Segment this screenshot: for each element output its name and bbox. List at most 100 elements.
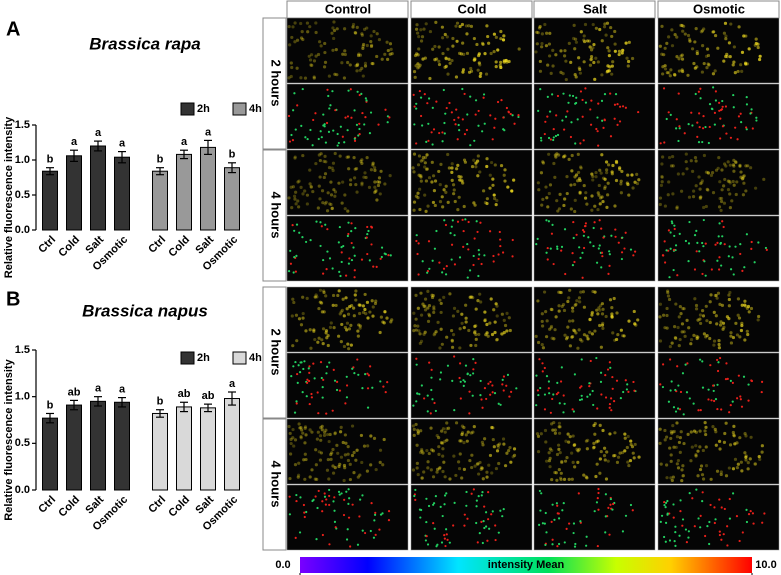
cell-signal (460, 22, 465, 27)
cell-signal (701, 360, 704, 363)
cell-signal (502, 389, 505, 392)
cell-signal (364, 116, 367, 119)
cell-signal (467, 328, 471, 333)
cell-signal (750, 108, 753, 111)
cell-signal (601, 326, 605, 330)
cell-signal (599, 371, 603, 374)
cell-signal (362, 444, 367, 448)
cell-signal (478, 74, 482, 78)
cell-signal (686, 432, 690, 437)
cell-signal (722, 184, 726, 188)
error-bar (228, 391, 236, 406)
cell-signal (718, 109, 721, 112)
cell-signal (688, 397, 691, 400)
cell-signal (308, 371, 311, 374)
cell-signal (546, 205, 550, 209)
cell-signal (445, 533, 448, 536)
cell-signal (590, 194, 594, 198)
cell-signal (339, 310, 343, 314)
cell-signal (586, 395, 589, 398)
cell-signal (341, 52, 345, 56)
cell-signal (540, 319, 544, 324)
cell-signal (540, 139, 543, 142)
cell-signal (355, 69, 359, 73)
cell-signal (687, 242, 691, 245)
cell-signal (439, 378, 442, 381)
cell-signal (590, 172, 594, 176)
cell-signal (370, 299, 374, 303)
cell-signal (293, 92, 296, 95)
cell-signal (579, 520, 582, 523)
cell-signal (287, 270, 291, 273)
row-label-box (262, 149, 287, 282)
cell-signal (674, 530, 677, 534)
cell-signal (477, 495, 480, 498)
cell-signal (446, 72, 450, 76)
cell-signal (552, 161, 556, 166)
cell-signal (479, 300, 483, 304)
cell-signal (458, 346, 462, 350)
cell-signal (680, 330, 684, 334)
cell-signal (517, 115, 520, 119)
cell-signal (381, 320, 385, 324)
cell-signal (581, 115, 584, 118)
cell-signal (327, 439, 331, 444)
cell-signal (456, 220, 460, 223)
cell-signal (445, 106, 448, 110)
x-tick-label: Ctrl (146, 234, 168, 256)
cell-signal (692, 189, 696, 193)
cell-signal (667, 297, 672, 302)
cell-signal (627, 390, 630, 394)
cell-signal (489, 380, 492, 383)
cell-signal (544, 310, 548, 314)
cell-signal (721, 220, 724, 223)
cell-signal (743, 303, 747, 307)
cell-signal (562, 394, 565, 397)
cell-signal (669, 436, 673, 441)
cell-signal (698, 112, 701, 115)
cell-signal (353, 293, 357, 297)
cell-signal (569, 60, 573, 64)
cell-signal (443, 439, 447, 443)
cell-signal (579, 256, 582, 259)
cell-signal (442, 460, 446, 464)
cell-signal (312, 328, 316, 332)
cell-signal (302, 503, 306, 507)
cell-signal (469, 24, 474, 28)
cell-signal (472, 58, 476, 62)
cell-signal (295, 402, 298, 405)
cell-signal (369, 39, 373, 44)
cell-signal (736, 297, 741, 301)
cell-signal (573, 260, 576, 264)
cell-signal (470, 453, 474, 457)
cell-signal (728, 55, 732, 59)
cell-signal (551, 64, 555, 68)
cell-signal (292, 300, 296, 305)
cell-signal (705, 47, 710, 51)
cell-signal (499, 65, 503, 70)
cell-signal (421, 302, 425, 306)
cell-signal (628, 458, 633, 463)
cell-signal (742, 181, 746, 185)
cell-signal (600, 99, 604, 102)
cell-signal (489, 114, 492, 117)
cell-signal (373, 180, 377, 184)
cell-signal (331, 267, 334, 270)
cell-signal (539, 386, 542, 390)
cell-signal (563, 154, 567, 158)
cell-signal (366, 252, 369, 256)
cell-signal (292, 109, 295, 112)
cell-signal (740, 469, 744, 473)
cell-signal (734, 160, 738, 164)
cell-signal (662, 53, 666, 57)
cell-signal (571, 408, 574, 411)
cell-signal (667, 229, 670, 232)
cell-signal (724, 105, 728, 108)
cell-signal (360, 181, 364, 185)
cell-signal (675, 205, 679, 209)
cell-signal (603, 458, 607, 462)
cell-signal (606, 181, 610, 185)
cell-signal (622, 334, 626, 338)
cell-signal (594, 175, 598, 179)
cell-signal (487, 463, 491, 467)
